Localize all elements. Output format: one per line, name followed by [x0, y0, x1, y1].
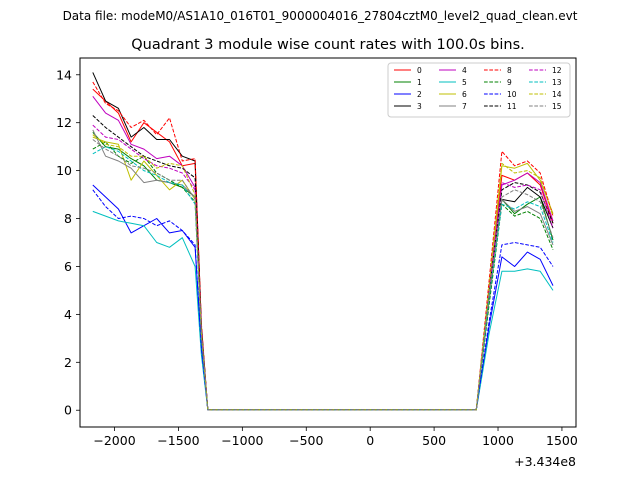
legend-frame: [387, 62, 571, 118]
y-tick-label: 8: [64, 211, 72, 226]
legend-label-1: 1: [417, 78, 422, 87]
legend-label-11: 11: [507, 102, 517, 111]
x-axis: −2000 −1500 −1000 −500 0 500 1000 1500: [93, 427, 578, 448]
series-layer: [92, 72, 554, 411]
legend-label-9: 9: [507, 78, 512, 87]
y-tick-label: 14: [56, 67, 72, 82]
legend-label-14: 14: [552, 90, 562, 99]
legend-label-15: 15: [552, 102, 562, 111]
x-tick-label: −2000: [93, 433, 135, 448]
x-tick-label: 500: [422, 433, 446, 448]
y-tick-label: 10: [56, 163, 72, 178]
x-tick-label: 1000: [482, 433, 514, 448]
series-line-15: [92, 139, 554, 411]
x-tick-label: −500: [289, 433, 323, 448]
legend-label-2: 2: [417, 90, 422, 99]
x-offset-label: +3.434e8: [514, 454, 576, 469]
x-tick-label: 1500: [546, 433, 578, 448]
legend-label-12: 12: [552, 66, 562, 75]
legend-label-8: 8: [507, 66, 512, 75]
y-axis: 0 2 4 6 8 10 12 14: [56, 67, 80, 418]
x-tick-label: 0: [366, 433, 374, 448]
y-tick-label: 4: [64, 307, 72, 322]
axes-frame: [79, 57, 577, 428]
y-tick-label: 6: [64, 259, 72, 274]
chart-title: Quadrant 3 module wise count rates with …: [131, 37, 525, 53]
y-tick-label: 12: [56, 115, 72, 130]
legend-label-7: 7: [462, 102, 467, 111]
legend-label-4: 4: [462, 66, 467, 75]
y-tick-label: 2: [64, 355, 72, 370]
legend-label-13: 13: [552, 78, 562, 87]
legend-label-0: 0: [417, 66, 422, 75]
x-tick-label: −1500: [157, 433, 199, 448]
legend-label-10: 10: [507, 90, 517, 99]
y-tick-label: 0: [64, 403, 72, 418]
legend-label-5: 5: [462, 78, 467, 87]
legend-label-6: 6: [462, 90, 467, 99]
chart-suptitle: Data file: modeM0/AS1A10_016T01_90000040…: [63, 9, 578, 23]
x-tick-label: −1000: [221, 433, 263, 448]
legend-label-3: 3: [417, 102, 422, 111]
